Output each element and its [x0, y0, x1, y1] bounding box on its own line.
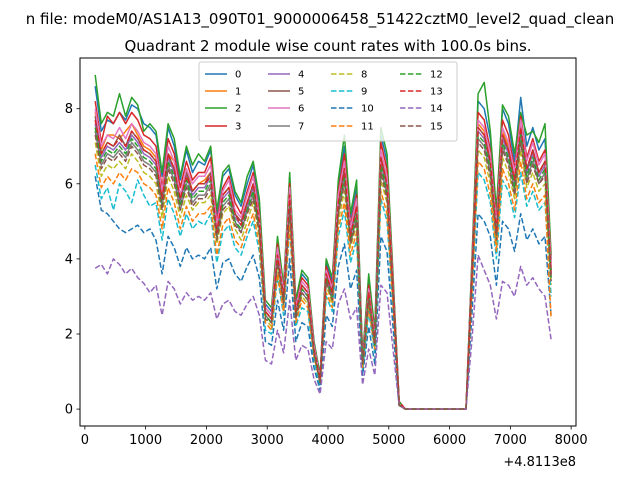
- chart-title: Quadrant 2 module wise count rates with …: [124, 37, 531, 55]
- series-line-15: [94, 134, 552, 410]
- legend-label-13: 13: [430, 87, 443, 98]
- plot-area: 0 1000 2000 3000 4000 5000 6000 7000 8000 02468 …: [65, 57, 588, 470]
- series-line-10: [94, 176, 552, 410]
- legend-label-10: 10: [361, 104, 374, 115]
- x-tick-label: 8000: [555, 433, 588, 448]
- legend-label-14: 14: [430, 104, 443, 115]
- legend-label-15: 15: [430, 122, 443, 133]
- series-line-14: [94, 254, 552, 410]
- x-axis-ticks: 0 1000 2000 3000 4000 5000 6000 7000 8000: [81, 426, 588, 448]
- x-tick-label: 0: [81, 433, 89, 448]
- x-tick-label: 3000: [251, 433, 284, 448]
- legend-label-9: 9: [361, 87, 367, 98]
- legend-label-1: 1: [235, 87, 241, 98]
- series-layer: [94, 74, 552, 410]
- x-axis-offset-label: +4.8113e8: [503, 455, 576, 470]
- x-tick-label: 1000: [129, 433, 162, 448]
- y-tick-label: 8: [65, 102, 73, 117]
- y-tick-label: 2: [65, 328, 73, 343]
- legend-label-7: 7: [298, 122, 304, 133]
- legend-label-5: 5: [298, 87, 304, 98]
- x-tick-label: 7000: [494, 433, 527, 448]
- figure-suptitle: n file: modeM0/AS1A13_090T01_9000006458_…: [26, 10, 615, 29]
- y-tick-label: 6: [65, 177, 73, 192]
- x-tick-label: 6000: [433, 433, 466, 448]
- legend-label-4: 4: [298, 70, 304, 81]
- x-tick-label: 2000: [190, 433, 223, 448]
- legend-label-12: 12: [430, 70, 443, 81]
- y-axis-ticks: 0 2 4 6 8: [65, 102, 80, 418]
- x-tick-label: 5000: [372, 433, 405, 448]
- legend-label-8: 8: [361, 70, 367, 81]
- legend-label-0: 0: [235, 70, 241, 81]
- legend-label-3: 3: [235, 122, 241, 133]
- legend-label-6: 6: [298, 104, 304, 115]
- y-tick-label: 0: [65, 403, 73, 418]
- x-tick-label: 4000: [311, 433, 344, 448]
- legend-label-2: 2: [235, 104, 241, 115]
- y-tick-label: 4: [65, 252, 73, 267]
- legend-frame: [198, 61, 458, 142]
- legend-label-11: 11: [361, 122, 374, 133]
